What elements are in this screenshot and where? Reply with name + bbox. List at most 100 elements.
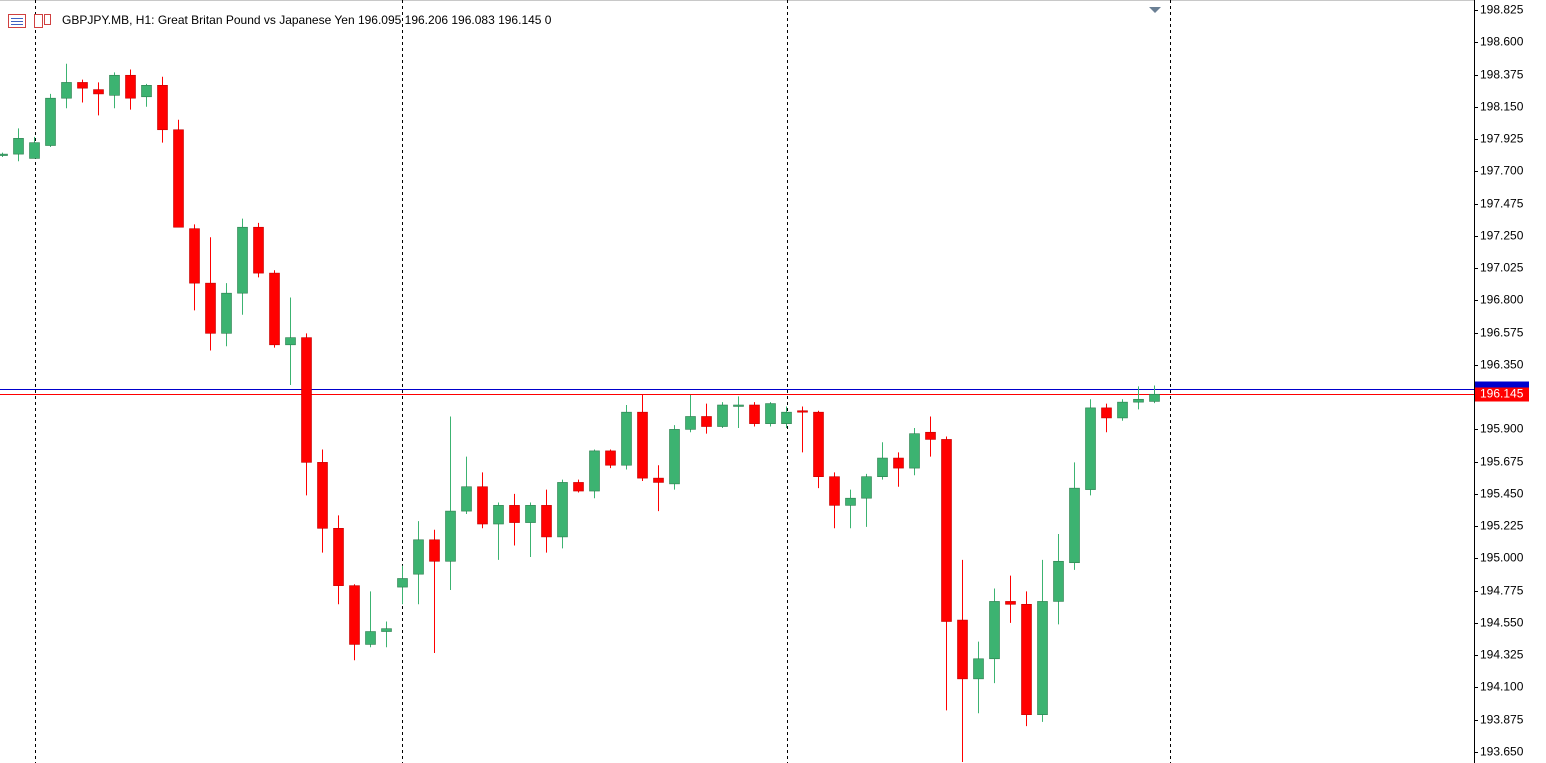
candle-body	[205, 282, 216, 334]
icon	[34, 14, 43, 28]
candle-body	[61, 82, 72, 99]
candle-body	[541, 505, 552, 538]
candle-body	[461, 486, 472, 512]
icon	[44, 14, 51, 25]
candle-body	[445, 510, 456, 562]
y-tick-label: 197.025	[1480, 261, 1524, 275]
y-tick-label: 198.600	[1480, 35, 1524, 49]
candle-body	[797, 410, 808, 413]
candle-body	[589, 450, 600, 492]
candle-body	[637, 411, 648, 479]
candle-body	[973, 658, 984, 680]
y-tick-label: 194.100	[1480, 680, 1524, 694]
candle-body	[509, 505, 520, 523]
candle-body	[829, 476, 840, 506]
candle-body	[0, 153, 8, 156]
period-separators	[35, 0, 1171, 763]
candle-body	[1037, 601, 1048, 715]
ask-label-box	[1475, 381, 1529, 390]
candle-body	[573, 482, 584, 492]
candle-body	[605, 450, 616, 466]
candle-body	[621, 411, 632, 466]
y-tick-label: 193.875	[1480, 713, 1524, 727]
candle-body	[989, 601, 1000, 660]
candle-body	[845, 497, 856, 506]
candle-body	[381, 628, 392, 632]
y-tick-label: 197.700	[1480, 164, 1524, 178]
candle-body	[333, 528, 344, 586]
candle-body	[349, 585, 360, 645]
chart-title: GBPJPY.MB, H1: Great Britan Pound vs Jap…	[62, 13, 552, 27]
y-tick-label: 195.450	[1480, 487, 1524, 501]
candle-body	[109, 74, 120, 96]
candle-body	[1053, 560, 1064, 602]
candle-body	[237, 226, 248, 294]
y-tick-label: 195.675	[1480, 455, 1524, 469]
toolbar-icons	[8, 14, 51, 28]
candle-body	[429, 539, 440, 562]
candle-body	[413, 539, 424, 575]
y-tick-label: 196.350	[1480, 358, 1524, 372]
candle-body	[397, 578, 408, 588]
y-tick-label: 194.325	[1480, 648, 1524, 662]
y-tick-label: 198.150	[1480, 100, 1524, 114]
y-tick-label: 196.800	[1480, 293, 1524, 307]
y-tick-label: 196.575	[1480, 326, 1524, 340]
candle-body	[909, 433, 920, 469]
y-tick-label: 195.225	[1480, 519, 1524, 533]
y-tick-label: 197.475	[1480, 197, 1524, 211]
candle-body	[733, 404, 744, 407]
y-tick-label: 195.000	[1480, 551, 1524, 565]
y-tick-label: 194.550	[1480, 616, 1524, 630]
candle-body	[1117, 401, 1128, 419]
y-tick-label: 195.900	[1480, 422, 1524, 436]
candle-body	[477, 486, 488, 525]
y-tick-label: 198.825	[1480, 3, 1524, 17]
candle-body	[941, 439, 952, 622]
candle-body	[77, 82, 88, 89]
candle-body	[173, 129, 184, 228]
candle-body	[685, 416, 696, 430]
candle-body	[285, 337, 296, 346]
candle-body	[1021, 603, 1032, 715]
bid-label-box	[1475, 387, 1529, 402]
candle-body	[717, 404, 728, 427]
candle-body	[29, 142, 40, 159]
candle-body	[1085, 407, 1096, 490]
candle-body	[669, 429, 680, 485]
candle-body	[701, 416, 712, 427]
candle-body	[301, 337, 312, 463]
candle-body	[525, 505, 536, 523]
candle-body	[877, 457, 888, 477]
candle-body	[813, 411, 824, 477]
candle-body	[45, 97, 56, 146]
candle-body	[93, 89, 104, 95]
candle-body	[189, 228, 200, 284]
candle-body	[765, 403, 776, 424]
candle-body	[749, 404, 760, 424]
candle-body	[317, 462, 328, 529]
candle-body	[781, 411, 792, 424]
candle-body	[493, 505, 504, 525]
candle-body	[1149, 393, 1160, 402]
candle-body	[653, 477, 664, 483]
candle-body	[13, 138, 24, 155]
y-tick-label: 197.250	[1480, 229, 1524, 243]
candle-body	[557, 482, 568, 538]
candle-body	[221, 292, 232, 334]
candle-body	[125, 74, 136, 99]
candle-body	[1069, 487, 1080, 564]
y-tick-label: 198.375	[1480, 68, 1524, 82]
y-tick-label: 193.650	[1480, 745, 1524, 759]
y-tick-label: 194.775	[1480, 584, 1524, 598]
candle-body	[893, 457, 904, 469]
candle-body	[1133, 398, 1144, 403]
candle-body	[957, 619, 968, 680]
y-tick-label: 197.925	[1480, 132, 1524, 146]
candle-body	[1101, 407, 1112, 419]
candle-body	[925, 431, 936, 440]
candle-body	[253, 226, 264, 274]
shift-marker	[1149, 7, 1161, 13]
